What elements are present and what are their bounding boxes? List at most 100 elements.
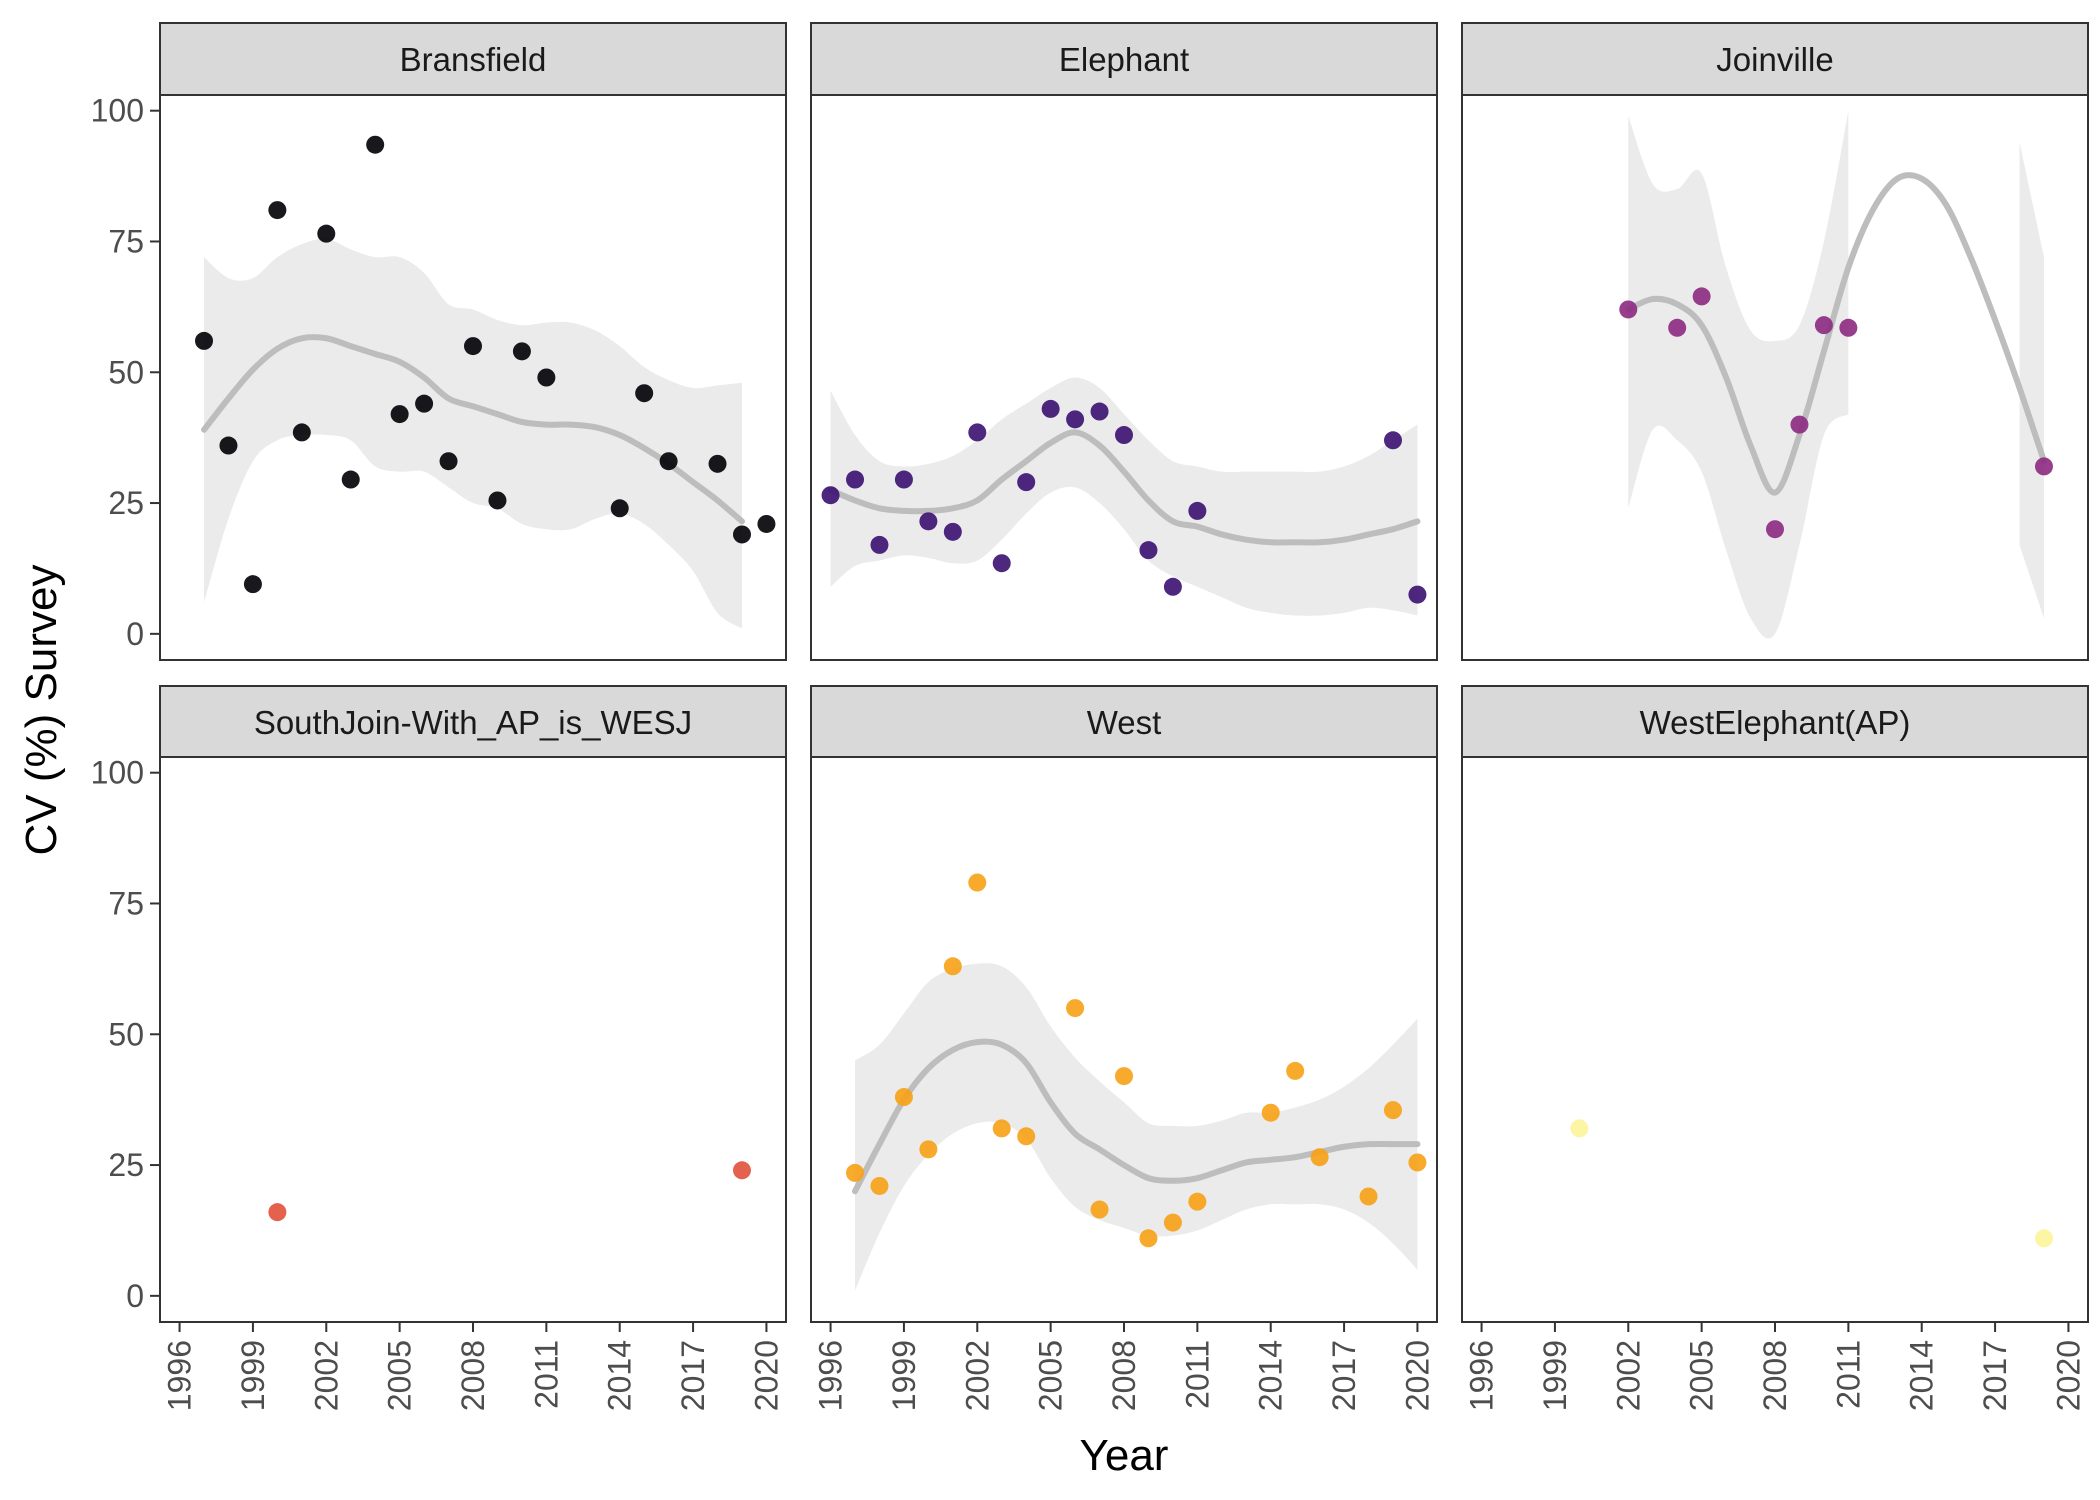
y-tick-label: 75 xyxy=(108,885,144,921)
x-tick-label: 2011 xyxy=(1830,1340,1866,1409)
data-point xyxy=(195,331,214,350)
data-point xyxy=(846,470,865,489)
y-tick-label: 25 xyxy=(108,1147,144,1183)
x-tick-label: 1996 xyxy=(162,1340,198,1411)
data-point xyxy=(610,499,629,518)
data-point xyxy=(390,405,409,424)
panels-layer: Bransfield 0 25 50 75 100 Elephant Joinville Sou… xyxy=(91,22,2089,1411)
data-point xyxy=(1310,1148,1329,1167)
y-tick-label: 50 xyxy=(108,354,144,390)
facet-strip-label: Elephant xyxy=(1059,41,1189,78)
x-tick-label: 2011 xyxy=(528,1340,564,1409)
data-point xyxy=(1066,410,1085,429)
data-point xyxy=(2034,457,2053,476)
data-point xyxy=(1188,501,1207,520)
data-point xyxy=(1017,473,1036,492)
data-point xyxy=(1090,402,1109,421)
data-point xyxy=(2034,1229,2053,1248)
facet-strip xyxy=(159,22,787,96)
data-point xyxy=(992,1119,1011,1138)
data-point xyxy=(968,423,987,442)
x-tick-label: 2005 xyxy=(1684,1340,1720,1411)
facet-strip-label: SouthJoin-With_AP_is_WESJ xyxy=(254,704,692,741)
data-point xyxy=(341,470,360,489)
y-tick-label: 25 xyxy=(108,485,144,521)
data-point xyxy=(659,452,678,471)
confidence-band xyxy=(830,377,1418,616)
x-tick-label: 1996 xyxy=(813,1340,849,1411)
confidence-band xyxy=(204,238,742,629)
data-point xyxy=(1139,541,1158,560)
data-point xyxy=(943,522,962,541)
confidence-band xyxy=(1628,110,1849,639)
data-point xyxy=(894,1088,913,1107)
y-tick-label: 75 xyxy=(108,223,144,259)
data-point xyxy=(537,368,556,387)
data-point xyxy=(1359,1187,1378,1206)
x-tick-label: 2005 xyxy=(382,1340,418,1411)
x-tick-label: 2020 xyxy=(2050,1340,2086,1411)
data-point xyxy=(219,436,238,455)
data-point xyxy=(1041,399,1060,418)
data-point xyxy=(1188,1192,1207,1211)
data-point xyxy=(1692,287,1711,306)
data-point xyxy=(1814,316,1833,335)
data-point xyxy=(1383,1101,1402,1120)
data-point xyxy=(268,1203,287,1222)
plot-content xyxy=(827,377,1421,616)
x-tick-label: 1999 xyxy=(235,1340,271,1411)
data-point xyxy=(943,957,962,976)
y-tick-label: 100 xyxy=(91,93,144,129)
panel-westelephant-ap-: WestElephant(AP) 1996 1999 2002 2005 2008 2011… xyxy=(1461,685,2089,1411)
x-tick-label: 2008 xyxy=(1106,1340,1142,1411)
data-point xyxy=(1115,426,1133,445)
data-point xyxy=(757,514,776,533)
x-tick-label: 1999 xyxy=(1537,1340,1573,1411)
data-point xyxy=(1139,1229,1158,1248)
data-point xyxy=(919,1140,938,1159)
x-tick-label: 2014 xyxy=(1904,1340,1940,1411)
x-tick-label: 2002 xyxy=(308,1340,344,1411)
x-tick-label: 2017 xyxy=(1326,1340,1362,1411)
facet-strip-label: Joinville xyxy=(1716,41,1833,78)
data-point xyxy=(439,452,458,471)
data-point xyxy=(1408,585,1427,604)
y-tick-label: 0 xyxy=(126,616,144,652)
data-point xyxy=(292,423,311,442)
facet-strip xyxy=(810,22,1438,96)
facet-strip-label: West xyxy=(1087,704,1162,741)
data-point xyxy=(894,470,913,489)
plot-content xyxy=(1625,110,2047,639)
x-axis-title: Year xyxy=(1080,1431,1169,1480)
plot-area xyxy=(160,757,786,1322)
x-tick-label: 2005 xyxy=(1033,1340,1069,1411)
data-point xyxy=(821,486,840,505)
y-tick-label: 0 xyxy=(126,1278,144,1314)
data-point xyxy=(268,201,287,220)
data-point xyxy=(1017,1127,1036,1146)
x-tick-label: 2020 xyxy=(748,1340,784,1411)
data-point xyxy=(1570,1119,1589,1138)
data-point xyxy=(1066,999,1085,1018)
x-tick-label: 2011 xyxy=(1179,1340,1215,1409)
x-tick-label: 2014 xyxy=(1253,1340,1289,1411)
data-point xyxy=(1163,1213,1182,1232)
data-point xyxy=(1115,1067,1133,1086)
data-point xyxy=(1261,1103,1280,1122)
data-point xyxy=(919,512,938,531)
data-point xyxy=(512,342,531,361)
data-point xyxy=(846,1163,865,1182)
x-tick-label: 2014 xyxy=(602,1340,638,1411)
panel-southjoin-with-ap-is-wesj: SouthJoin-With_AP_is_WESJ 0 25 50 75 100 1996 1… xyxy=(91,685,787,1411)
panel-elephant: Elephant xyxy=(810,22,1438,661)
panel-border xyxy=(810,94,1438,661)
data-point xyxy=(1790,415,1809,434)
x-tick-label: 2002 xyxy=(959,1340,995,1411)
data-point xyxy=(992,554,1011,573)
data-point xyxy=(732,1161,751,1180)
data-point xyxy=(1408,1153,1427,1172)
x-tick-label: 2008 xyxy=(455,1340,491,1411)
data-point xyxy=(708,454,727,473)
data-point xyxy=(1619,300,1638,319)
